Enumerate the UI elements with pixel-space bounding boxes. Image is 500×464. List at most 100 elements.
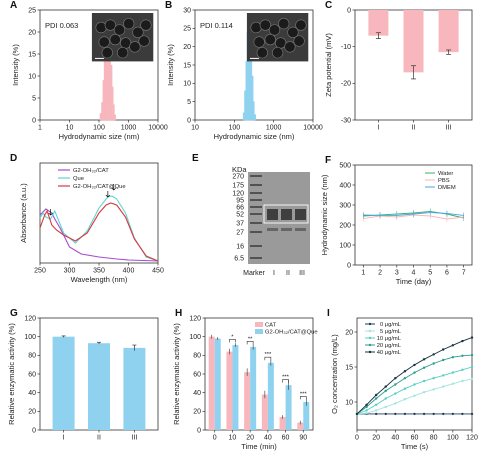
y-tick-label: 20 (28, 29, 36, 36)
ladder-band (250, 213, 262, 215)
significance-bracket (282, 379, 289, 383)
gel-unit-label: KDa (232, 165, 247, 174)
marker-weight-label: 95 (236, 198, 244, 205)
y-axis-label: Relative enzymatic activity (%) (7, 323, 16, 425)
marker-weight-label: 52 (236, 212, 244, 219)
activity-bar-0 (226, 351, 233, 430)
x-tick-label: I (63, 435, 65, 442)
nanoparticle-blob (95, 21, 107, 34)
zeta-bar (368, 10, 389, 36)
legend-entry: 20 μg/mL (377, 343, 402, 349)
o2-point (432, 412, 435, 416)
y-tick-label: -10 (341, 44, 351, 51)
peak-arrow (48, 209, 53, 216)
y-tick-label: 60 (28, 371, 36, 378)
panel-F: F 0 100 200 300 400 500 1 2 3 4 5 6 7 Time (day) Hydrod… (320, 155, 473, 286)
o2-point (451, 412, 455, 416)
x-tick-label: 2 (378, 270, 382, 277)
legend-marker (368, 336, 372, 340)
significance-bracket (229, 339, 236, 343)
ladder-band (250, 257, 262, 259)
nanoparticle-blob (250, 21, 262, 34)
y-tick-label: 0 (347, 262, 351, 269)
o2-point (403, 387, 407, 390)
legend-entry: DMEM (438, 185, 456, 191)
legend-swatch (255, 322, 263, 327)
x-tick-label: 20 (246, 435, 254, 442)
o2-point (365, 403, 368, 406)
legend-entry: 10 μg/mL (377, 336, 402, 342)
x-tick-label: 10 (191, 125, 199, 132)
o2-point (413, 363, 416, 367)
x-tick-label: I (377, 125, 379, 132)
marker-weight-label: 120 (232, 191, 244, 198)
nanoparticle-blob (101, 47, 113, 59)
o2-point (461, 368, 464, 371)
ladder-band (250, 199, 262, 201)
y-tick-label: 0 (347, 7, 351, 14)
o2-point (432, 377, 435, 380)
activity-bar-1 (214, 338, 221, 430)
y-axis-label: O₂ concentration (mg/L) (330, 334, 339, 414)
legend-entry: CAT (265, 323, 277, 329)
o2-point (432, 388, 435, 391)
o2-point (384, 385, 387, 388)
y-tick-label: 40 (28, 390, 36, 397)
y-tick-label: 300 (339, 202, 351, 209)
o2-point (384, 389, 387, 392)
legend-marker (368, 343, 372, 347)
x-axis-label: Hydrodynamic size (nm) (214, 132, 295, 141)
o2-point (403, 377, 407, 380)
activity-bar-0 (279, 416, 286, 430)
y-tick-label: 60 (193, 371, 201, 378)
x-axis-label: Time (min) (241, 442, 277, 451)
x-tick-label: 100 (228, 125, 240, 132)
x-tick-label: 1000 (121, 125, 137, 132)
peak-arrow (105, 191, 111, 198)
y-tick-label: 100 (189, 334, 201, 341)
o2-point (442, 412, 445, 416)
activity-bar-0 (208, 336, 215, 430)
y-tick-label: 120 (24, 315, 36, 322)
y-tick-label: -30 (341, 117, 351, 124)
absorbance-line-0 (39, 208, 159, 262)
o2-point (470, 377, 474, 381)
o2-point (384, 405, 387, 409)
x-tick-label: 20 (372, 435, 380, 442)
x-tick-label: 250 (34, 268, 46, 275)
activity-bar-1 (232, 345, 239, 430)
o2-point (384, 397, 387, 400)
lane-label: Marker (243, 270, 265, 277)
y-tick-label: 10 (28, 73, 36, 80)
y-tick-label: 25 (183, 26, 191, 33)
x-tick-label: II (412, 125, 416, 132)
y-axis-label: Hydrodynamic size (nm) (320, 174, 329, 255)
nanoparticle-blob (123, 18, 135, 30)
x-tick-label: 40 (391, 435, 399, 442)
panel-label: G (10, 308, 18, 319)
marker-weight-label: 27 (236, 230, 244, 237)
protein-band (281, 228, 292, 231)
x-tick-label: 7 (462, 270, 466, 277)
y-tick-label: 0 (197, 427, 201, 434)
x-tick-label: 60 (411, 435, 419, 442)
peak-arrow (111, 184, 116, 191)
lane-label: II (286, 270, 290, 277)
highlight-box (263, 204, 309, 224)
y-axis-label: Relative enzymatic activity (%) (172, 323, 181, 425)
o2-point (442, 385, 445, 388)
legend-entry: G2-OH₃₂/CAT@Que (265, 330, 318, 336)
nanoparticle-blob (268, 24, 281, 36)
marker-weight-label: 175 (232, 183, 244, 190)
o2-point (374, 403, 378, 406)
nanoparticle-blob (104, 19, 116, 31)
o2-point (394, 412, 397, 416)
y-tick-label: 0 (32, 427, 36, 434)
o2-point (432, 362, 435, 365)
nanoparticle-blob (113, 24, 126, 36)
activity-bar (123, 347, 146, 430)
panel-label: A (10, 0, 17, 11)
protein-band (267, 209, 278, 220)
y-tick-label: 10 (345, 399, 353, 406)
